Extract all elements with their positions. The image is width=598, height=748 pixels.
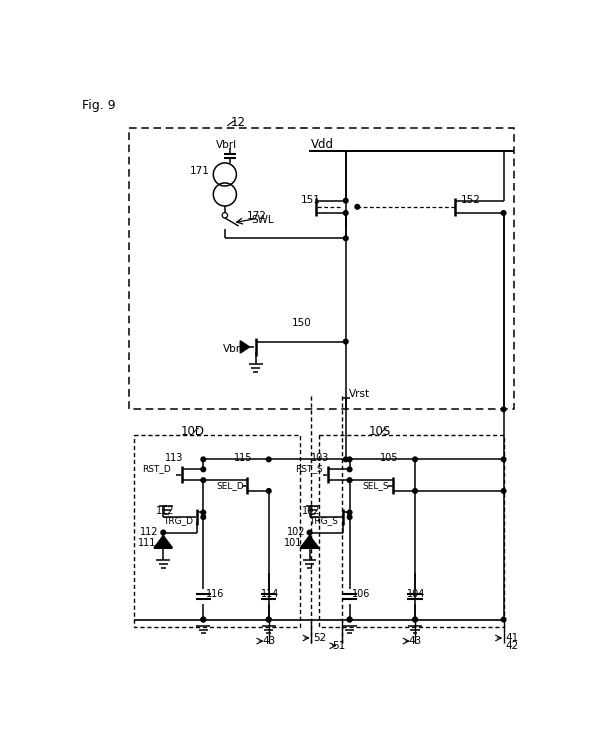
Text: TRG_S: TRG_S: [310, 516, 338, 525]
Text: RST_S: RST_S: [295, 464, 322, 473]
Circle shape: [343, 340, 348, 344]
Circle shape: [201, 617, 206, 622]
Polygon shape: [300, 536, 319, 548]
Text: 102: 102: [286, 527, 305, 537]
Text: 171: 171: [190, 166, 210, 176]
Text: 43: 43: [263, 637, 276, 646]
Text: 152: 152: [461, 195, 481, 205]
Circle shape: [501, 407, 506, 411]
Text: 51: 51: [332, 641, 346, 651]
Text: 101: 101: [284, 538, 303, 548]
Circle shape: [501, 211, 506, 215]
Text: 10S: 10S: [369, 426, 391, 438]
Text: Fig. 9: Fig. 9: [83, 99, 116, 112]
Text: TRG_D: TRG_D: [163, 516, 193, 525]
Text: SEL_D: SEL_D: [216, 481, 244, 490]
Text: Vdd: Vdd: [311, 138, 334, 150]
Text: 12: 12: [230, 116, 245, 129]
Text: 103: 103: [311, 453, 329, 463]
Text: 150: 150: [292, 318, 312, 328]
Text: RST_D: RST_D: [142, 464, 171, 473]
Circle shape: [201, 457, 206, 462]
Bar: [319, 435, 504, 628]
Circle shape: [201, 510, 206, 515]
Text: 106: 106: [352, 589, 370, 598]
Circle shape: [347, 515, 352, 519]
Text: 52: 52: [313, 634, 327, 643]
Circle shape: [347, 617, 352, 622]
Circle shape: [347, 510, 352, 515]
Circle shape: [307, 530, 312, 535]
Circle shape: [267, 617, 271, 622]
Text: Vbn: Vbn: [222, 344, 243, 354]
Circle shape: [267, 617, 271, 622]
Circle shape: [347, 617, 352, 622]
Circle shape: [413, 617, 417, 622]
Circle shape: [413, 617, 417, 622]
Circle shape: [267, 488, 271, 493]
Text: 104: 104: [407, 589, 426, 598]
Circle shape: [501, 617, 506, 622]
Text: 102: 102: [302, 506, 321, 515]
Circle shape: [501, 488, 506, 493]
Circle shape: [347, 467, 352, 472]
Text: 116: 116: [206, 589, 224, 598]
Text: 42: 42: [506, 641, 519, 651]
Circle shape: [161, 530, 166, 535]
Text: 151: 151: [301, 195, 321, 205]
Text: 172: 172: [247, 212, 267, 221]
Text: 41: 41: [506, 634, 519, 643]
Text: 112: 112: [140, 527, 158, 537]
Circle shape: [267, 457, 271, 462]
Text: SWL: SWL: [252, 215, 274, 224]
Text: 115: 115: [234, 453, 252, 463]
Circle shape: [343, 198, 348, 203]
Circle shape: [413, 457, 417, 462]
Text: Vrst: Vrst: [349, 388, 370, 399]
Text: 112: 112: [155, 506, 174, 515]
Text: 113: 113: [165, 453, 183, 463]
Text: 105: 105: [380, 453, 399, 463]
Polygon shape: [154, 536, 172, 548]
Circle shape: [201, 515, 206, 519]
Text: SEL_S: SEL_S: [362, 481, 389, 490]
Text: 10D: 10D: [180, 426, 204, 438]
Circle shape: [355, 204, 359, 209]
Bar: [129, 128, 514, 409]
Circle shape: [347, 478, 352, 482]
Circle shape: [413, 488, 417, 493]
Polygon shape: [240, 341, 249, 353]
Text: Vbrl: Vbrl: [216, 140, 237, 150]
Text: 43: 43: [409, 637, 422, 646]
Circle shape: [343, 457, 348, 462]
Circle shape: [343, 236, 348, 241]
Circle shape: [201, 467, 206, 472]
Text: 114: 114: [261, 589, 279, 598]
Circle shape: [201, 617, 206, 622]
Circle shape: [343, 211, 348, 215]
Circle shape: [201, 478, 206, 482]
Text: 111: 111: [138, 538, 156, 548]
Circle shape: [347, 457, 352, 462]
Circle shape: [501, 457, 506, 462]
Bar: [134, 435, 300, 628]
